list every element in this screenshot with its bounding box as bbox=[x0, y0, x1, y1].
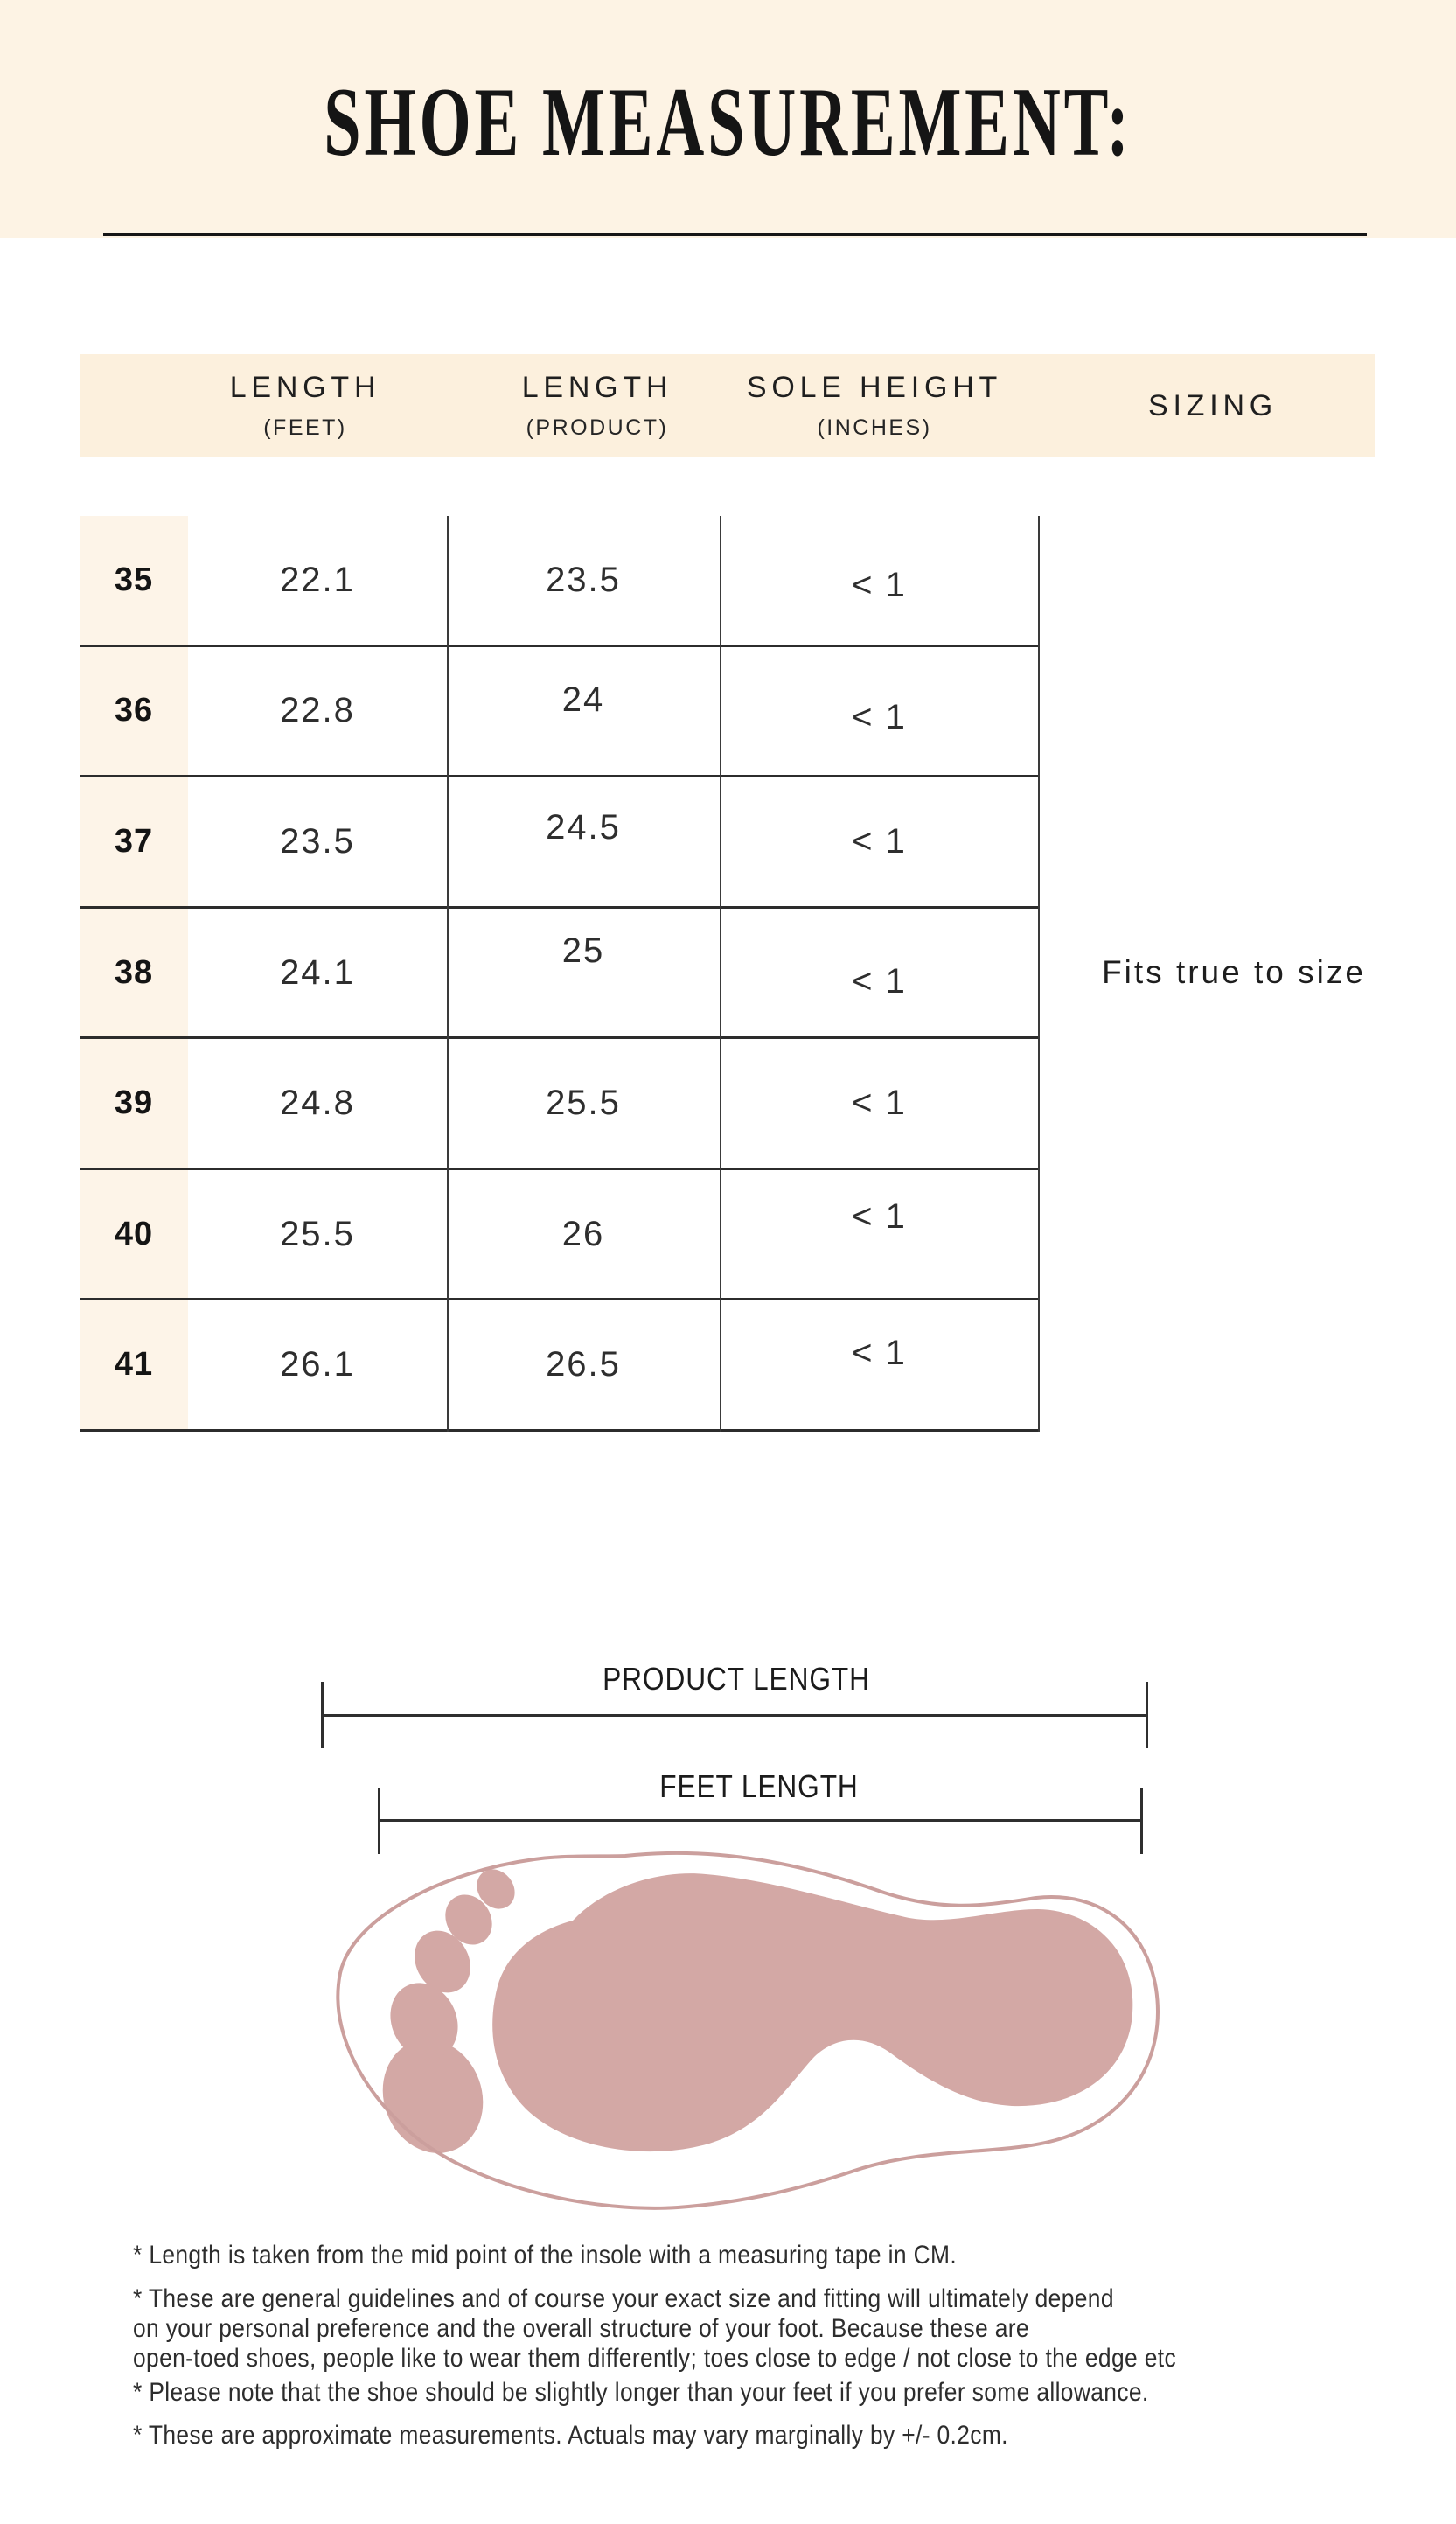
size-column-background bbox=[80, 516, 188, 1432]
product-length-value: 24.5 bbox=[546, 807, 621, 847]
size-label: 38 bbox=[114, 953, 154, 991]
table-vertical-rule-1 bbox=[447, 516, 449, 1432]
table-row-size-41: 41 26.1 26.5 < 1 bbox=[80, 1300, 1039, 1433]
footprint-illustration bbox=[336, 1851, 1160, 2210]
sizing-note: Fits true to size bbox=[1102, 954, 1366, 990]
footnote-line: open-toed shoes, people like to wear the… bbox=[133, 2344, 1177, 2373]
product-length-value: 25 bbox=[561, 931, 605, 970]
feet-length-value: 23.5 bbox=[280, 821, 355, 861]
fourth-toe bbox=[445, 1894, 492, 1945]
feet-length-value: 24.1 bbox=[280, 952, 355, 992]
product-length-value: 26.5 bbox=[546, 1345, 621, 1384]
sole-height-value: < 1 bbox=[852, 821, 907, 861]
table-row-size-36: 36 22.8 24 < 1 bbox=[80, 647, 1039, 778]
size-label: 36 bbox=[114, 692, 154, 729]
product-length-label: PRODUCT LENGTH bbox=[603, 1661, 870, 1697]
feet-length-right-tick bbox=[1140, 1788, 1143, 1854]
footnote-line: * These are general guidelines and of co… bbox=[133, 2284, 1114, 2313]
feet-length-value: 25.5 bbox=[280, 1214, 355, 1253]
table-vertical-rule-3 bbox=[1038, 516, 1040, 1432]
size-label: 40 bbox=[114, 1215, 154, 1252]
feet-length-left-tick bbox=[378, 1788, 380, 1854]
column-header-sublabel: (FEET) bbox=[263, 415, 347, 440]
sole-height-value: < 1 bbox=[852, 1334, 907, 1373]
third-toe bbox=[415, 1930, 470, 1993]
footnote-measuring-method: * Length is taken from the mid point of … bbox=[133, 2241, 957, 2270]
column-header-label: SOLE HEIGHT bbox=[746, 371, 1003, 404]
size-label: 39 bbox=[114, 1084, 154, 1122]
footnote-general-guidelines: * These are general guidelines and of co… bbox=[133, 2284, 1176, 2374]
size-label: 41 bbox=[114, 1346, 154, 1384]
column-header-label: LENGTH bbox=[521, 371, 673, 404]
feet-length-value: 26.1 bbox=[280, 1345, 355, 1384]
footprint-sole-shape bbox=[492, 1873, 1133, 2152]
size-label: 37 bbox=[114, 822, 154, 860]
sole-height-value: < 1 bbox=[852, 565, 907, 604]
title-divider-rule bbox=[103, 233, 1367, 236]
product-length-line bbox=[322, 1714, 1147, 1717]
table-row-size-38: 38 24.1 25 < 1 bbox=[80, 909, 1039, 1040]
column-header-label: SIZING bbox=[1147, 388, 1278, 422]
footprint-outline bbox=[336, 1851, 1160, 2210]
column-header-sizing: SIZING bbox=[1148, 354, 1278, 457]
footnote-line: * Length is taken from the mid point of … bbox=[133, 2241, 958, 2270]
product-length-value: 26 bbox=[561, 1214, 605, 1253]
table-header-band: LENGTH (FEET) LENGTH (PRODUCT) SOLE HEIG… bbox=[80, 354, 1375, 457]
sole-height-value: < 1 bbox=[852, 961, 907, 1001]
column-header-length-product: LENGTH (PRODUCT) bbox=[522, 354, 673, 457]
column-header-length-feet: LENGTH (FEET) bbox=[230, 354, 381, 457]
footnote-tolerance: * These are approximate measurements. Ac… bbox=[133, 2421, 1008, 2451]
size-label: 35 bbox=[114, 561, 154, 598]
product-length-value: 25.5 bbox=[546, 1084, 621, 1123]
feet-length-value: 24.8 bbox=[280, 1084, 355, 1123]
product-length-left-tick bbox=[321, 1682, 324, 1748]
page-title: SHOE MEASUREMENT: bbox=[324, 68, 1132, 177]
product-length-value: 24 bbox=[561, 680, 605, 720]
table-vertical-rule-2 bbox=[720, 516, 721, 1432]
feet-length-label: FEET LENGTH bbox=[659, 1768, 859, 1804]
product-length-value: 23.5 bbox=[546, 560, 621, 599]
big-toe bbox=[382, 2039, 484, 2153]
column-header-sole-height: SOLE HEIGHT (INCHES) bbox=[747, 354, 1002, 457]
footnote-line: * Please note that the shoe should be sl… bbox=[133, 2378, 1149, 2407]
table-row-size-37: 37 23.5 24.5 < 1 bbox=[80, 777, 1039, 909]
table-row-size-40: 40 25.5 26 < 1 bbox=[80, 1170, 1039, 1301]
second-toe bbox=[390, 1983, 458, 2060]
pinky-toe bbox=[477, 1869, 515, 1909]
column-header-label: LENGTH bbox=[229, 371, 381, 404]
footnote-line: on your personal preference and the over… bbox=[133, 2314, 1029, 2343]
column-header-sublabel: (PRODUCT) bbox=[526, 415, 669, 440]
sole-height-value: < 1 bbox=[852, 1196, 907, 1236]
footprint-toes bbox=[382, 1869, 515, 2153]
sole-height-value: < 1 bbox=[852, 698, 907, 737]
feet-length-value: 22.1 bbox=[280, 560, 355, 599]
column-header-sublabel: (INCHES) bbox=[817, 415, 932, 440]
feet-length-line bbox=[379, 1819, 1142, 1822]
footnote-allowance: * Please note that the shoe should be sl… bbox=[133, 2378, 1149, 2408]
product-length-right-tick bbox=[1146, 1682, 1148, 1748]
table-row-size-35: 35 22.1 23.5 < 1 bbox=[80, 516, 1039, 647]
size-table: 35 22.1 23.5 < 1 36 22.8 24 < 1 37 23.5 … bbox=[80, 516, 1039, 1433]
table-row-size-39: 39 24.8 25.5 < 1 bbox=[80, 1039, 1039, 1170]
footnote-line: * These are approximate measurements. Ac… bbox=[133, 2421, 1008, 2450]
feet-length-value: 22.8 bbox=[280, 691, 355, 730]
sole-height-value: < 1 bbox=[852, 1084, 907, 1123]
title-header-band: SHOE MEASUREMENT: bbox=[0, 0, 1456, 238]
